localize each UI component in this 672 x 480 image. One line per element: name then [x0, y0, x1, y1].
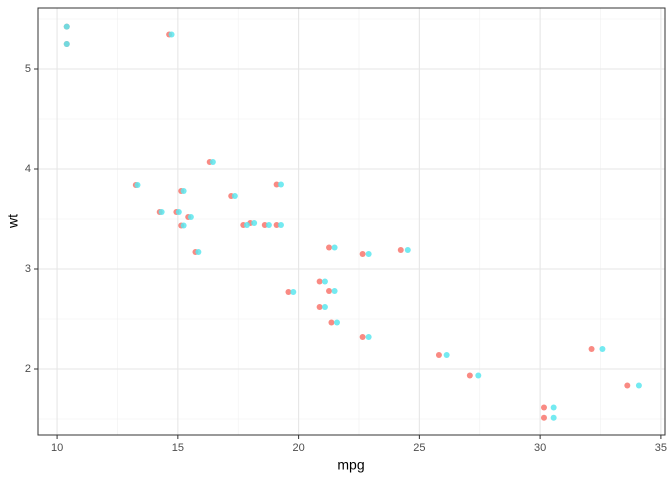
- y-tick-label: 5: [25, 63, 31, 75]
- point: [251, 220, 258, 226]
- point: [635, 382, 642, 389]
- point: [285, 289, 292, 295]
- point: [331, 244, 338, 251]
- point: [273, 222, 280, 228]
- point: [435, 352, 442, 358]
- point: [550, 404, 557, 411]
- point: [624, 382, 631, 389]
- point: [550, 414, 557, 421]
- y-tick-label: 2: [25, 363, 31, 375]
- point: [321, 278, 328, 285]
- point: [475, 372, 482, 379]
- point: [328, 319, 335, 326]
- point: [273, 181, 280, 188]
- point: [63, 23, 70, 30]
- point: [209, 159, 216, 165]
- point: [397, 247, 404, 253]
- point: [231, 193, 238, 199]
- point: [331, 288, 338, 294]
- point: [290, 289, 297, 295]
- x-tick-label: 35: [655, 442, 667, 454]
- x-tick-label: 15: [172, 442, 184, 454]
- point: [180, 188, 187, 194]
- point: [175, 209, 182, 215]
- point: [466, 372, 473, 379]
- point: [180, 222, 187, 229]
- y-tick-label: 4: [25, 163, 31, 175]
- point: [277, 181, 284, 188]
- x-tick-label: 30: [534, 442, 546, 454]
- point: [158, 209, 165, 215]
- point: [134, 182, 141, 188]
- point: [316, 278, 323, 285]
- y-tick-label: 3: [25, 263, 31, 275]
- x-tick-label: 25: [413, 442, 425, 454]
- point: [316, 304, 323, 310]
- x-tick-label: 20: [292, 442, 304, 454]
- point: [599, 346, 606, 352]
- point: [365, 251, 372, 257]
- point: [195, 249, 202, 255]
- point: [365, 334, 372, 340]
- point: [261, 222, 268, 228]
- point: [359, 334, 366, 340]
- point: [540, 414, 547, 421]
- y-axis-title: wt: [5, 214, 21, 229]
- x-tick-label: 10: [51, 442, 63, 454]
- point: [243, 222, 250, 228]
- point: [63, 41, 70, 47]
- point: [321, 304, 328, 310]
- point: [540, 404, 547, 411]
- point: [404, 247, 411, 253]
- point: [277, 222, 284, 228]
- point: [168, 31, 175, 38]
- point: [265, 222, 272, 228]
- point: [588, 346, 595, 352]
- x-axis-title: mpg: [337, 457, 364, 473]
- point: [359, 251, 366, 257]
- point: [187, 214, 194, 220]
- point: [326, 244, 333, 251]
- point: [334, 319, 341, 326]
- point: [443, 352, 450, 358]
- point: [326, 288, 333, 294]
- panel-border: [37, 7, 666, 436]
